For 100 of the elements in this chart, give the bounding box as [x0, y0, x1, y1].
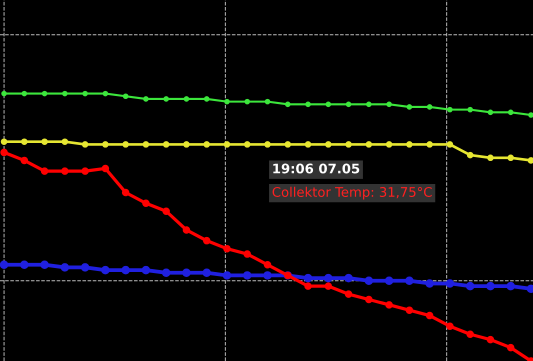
point	[344, 274, 353, 282]
point	[305, 102, 311, 108]
point	[20, 260, 29, 269]
point	[386, 102, 392, 108]
point	[122, 141, 129, 148]
point	[325, 141, 332, 148]
point	[0, 260, 8, 269]
point	[285, 102, 291, 108]
point	[102, 90, 108, 96]
point	[528, 112, 533, 118]
point	[264, 98, 270, 104]
point	[62, 138, 68, 145]
point	[42, 90, 48, 96]
point	[40, 260, 49, 269]
point	[345, 141, 352, 148]
point	[366, 102, 372, 108]
point	[447, 106, 453, 112]
point	[163, 96, 169, 102]
point	[304, 274, 312, 282]
point	[384, 276, 394, 286]
point	[284, 141, 292, 148]
point	[122, 93, 128, 100]
point	[528, 157, 533, 164]
point	[202, 236, 210, 244]
point	[41, 138, 48, 145]
point	[223, 244, 231, 252]
point	[21, 138, 28, 145]
point	[183, 141, 190, 148]
point	[204, 96, 210, 102]
point	[365, 296, 373, 304]
point	[405, 276, 414, 286]
point	[243, 250, 251, 258]
point	[121, 266, 130, 274]
point	[346, 102, 352, 108]
point	[142, 141, 150, 148]
point	[162, 208, 170, 215]
point	[324, 282, 332, 290]
point	[263, 271, 272, 280]
point	[162, 141, 170, 148]
point	[243, 271, 252, 280]
point	[406, 104, 412, 110]
point	[0, 138, 8, 145]
point	[122, 188, 130, 196]
point	[1, 90, 7, 96]
point	[244, 141, 251, 148]
point	[446, 141, 454, 148]
point	[324, 274, 333, 282]
point	[81, 167, 89, 175]
point	[224, 98, 230, 104]
point	[60, 263, 70, 272]
point	[202, 268, 211, 277]
point	[507, 154, 514, 162]
point	[61, 167, 69, 175]
point	[506, 344, 514, 352]
point	[364, 276, 374, 286]
point	[406, 306, 414, 314]
point	[508, 110, 514, 116]
point	[466, 282, 474, 290]
annotation: 19:06 07.05	[273, 164, 360, 174]
point	[224, 141, 230, 148]
point	[488, 110, 494, 116]
point	[426, 312, 434, 320]
point	[62, 90, 68, 96]
point	[486, 336, 494, 344]
point	[446, 322, 454, 330]
annotation: Collektor Temp: 31,75°C	[272, 186, 432, 200]
point	[222, 271, 232, 280]
point	[506, 282, 515, 290]
point	[162, 268, 170, 277]
point	[385, 301, 393, 309]
point	[102, 141, 109, 148]
point	[82, 90, 88, 96]
point	[406, 141, 413, 148]
point	[142, 266, 150, 274]
point	[40, 167, 48, 175]
point	[326, 102, 332, 108]
point	[101, 266, 110, 274]
point	[182, 268, 191, 277]
point	[446, 279, 454, 288]
point	[264, 141, 271, 148]
point	[82, 141, 88, 148]
point	[80, 263, 90, 272]
point	[20, 156, 28, 164]
point	[244, 98, 250, 104]
point	[467, 106, 473, 112]
point	[182, 226, 190, 234]
point	[143, 96, 149, 102]
point	[386, 141, 392, 148]
point	[264, 260, 272, 268]
point	[184, 96, 190, 102]
point	[142, 199, 150, 207]
point	[426, 104, 432, 110]
point	[466, 152, 474, 158]
point	[304, 282, 312, 290]
point	[102, 164, 110, 172]
point	[425, 279, 434, 288]
point	[22, 90, 28, 96]
point	[304, 141, 312, 148]
point	[486, 282, 495, 290]
point	[344, 290, 352, 298]
